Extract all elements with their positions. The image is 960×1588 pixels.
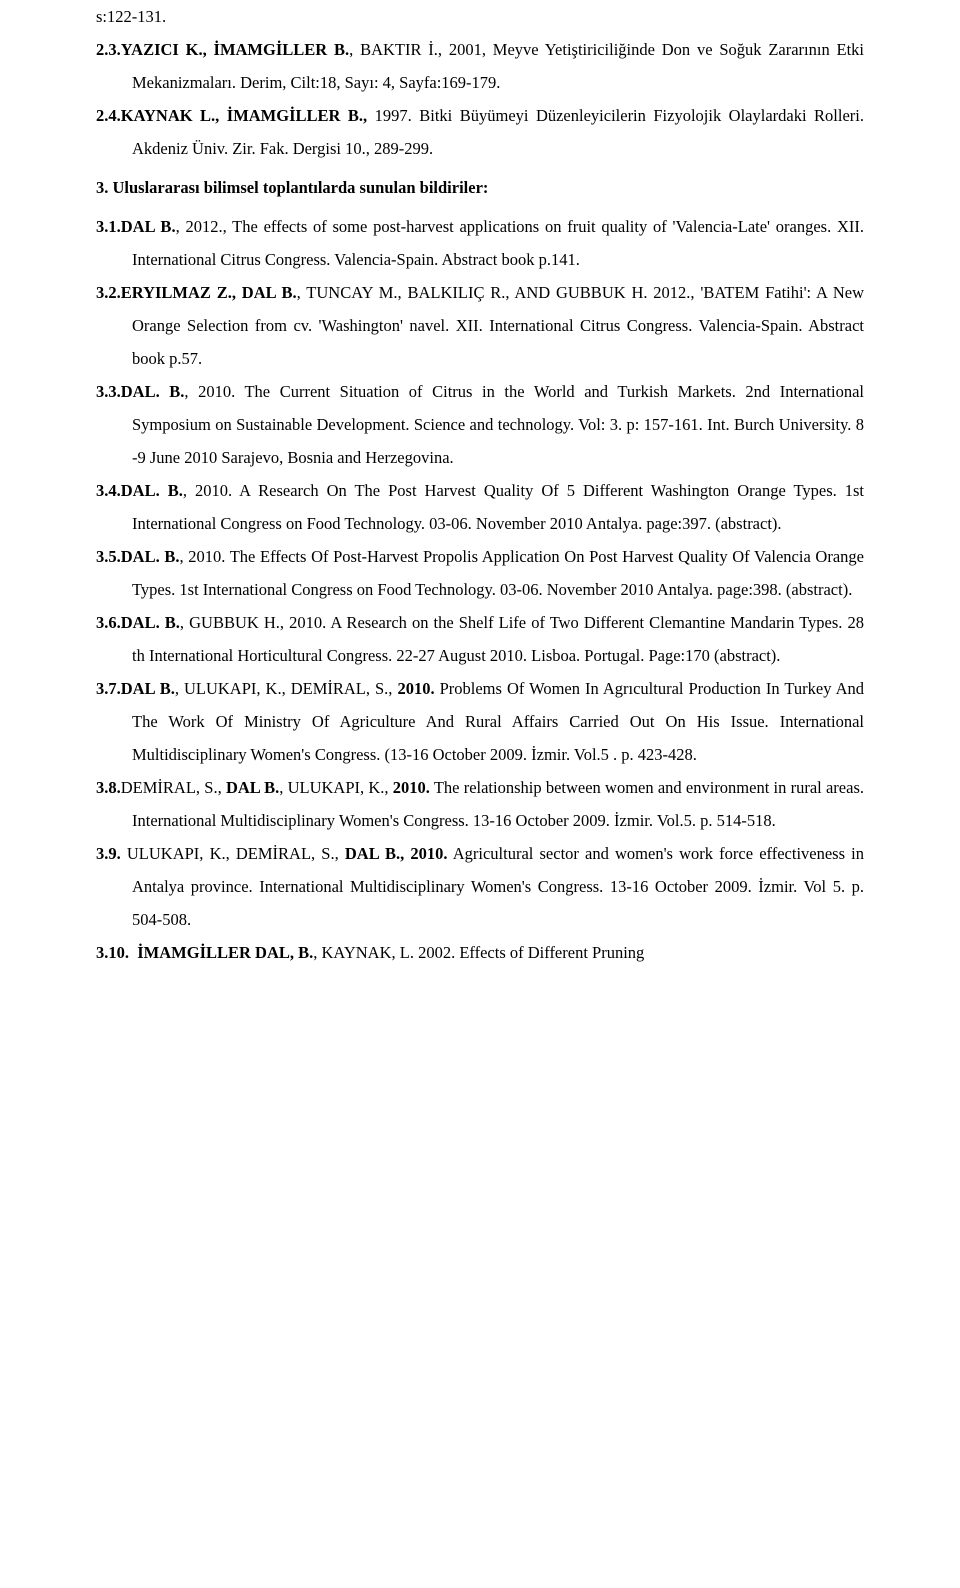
reference-entry: 3.6.DAL. B., GUBBUK H., 2010. A Research…	[96, 606, 864, 672]
ref-text: , 2012., The effects of some post-harves…	[132, 217, 864, 269]
ref-authors: KAYNAK L., İMAMGİLLER B.,	[121, 106, 367, 125]
reference-entry: 3.2.ERYILMAZ Z., DAL B., TUNCAY M., BALK…	[96, 276, 864, 375]
reference-entry: 3.5.DAL. B., 2010. The Effects Of Post-H…	[96, 540, 864, 606]
ref-authors: DAL B.	[226, 778, 279, 797]
ref-number: 3.5.	[96, 547, 121, 566]
reference-entry: 3.1.DAL B., 2012., The effects of some p…	[96, 210, 864, 276]
ref-text: , ULUKAPI, K., DEMİRAL, S.,	[175, 679, 398, 698]
ref-authors: DAL. B.	[121, 481, 183, 500]
reference-entry: 3.9. ULUKAPI, K., DEMİRAL, S., DAL B., 2…	[96, 837, 864, 936]
ref-number: 3.10.	[96, 943, 129, 962]
ref-text: , ULUKAPI, K.,	[279, 778, 393, 797]
reference-entry: s:122-131.	[96, 0, 864, 33]
ref-number: 3.4.	[96, 481, 121, 500]
reference-entry: 2.4.KAYNAK L., İMAMGİLLER B., 1997. Bitk…	[96, 99, 864, 165]
ref-text: s:122-131.	[96, 7, 166, 26]
ref-year: 2010.	[397, 679, 434, 698]
ref-number: 3.3.	[96, 382, 121, 401]
ref-number: 2.4.	[96, 106, 121, 125]
ref-text: , KAYNAK, L. 2002. Effects of Different …	[313, 943, 644, 962]
ref-text: , 2010. A Research On The Post Harvest Q…	[132, 481, 864, 533]
reference-entry: 3.3.DAL. B., 2010. The Current Situation…	[96, 375, 864, 474]
ref-text: ULUKAPI, K., DEMİRAL, S.,	[121, 844, 345, 863]
reference-entry: 3.4.DAL. B., 2010. A Research On The Pos…	[96, 474, 864, 540]
document-page: s:122-131. 2.3.YAZICI K., İMAMGİLLER B.,…	[0, 0, 960, 1017]
ref-text: , 2010. The Current Situation of Citrus …	[132, 382, 864, 467]
ref-number: 3.9.	[96, 844, 121, 863]
ref-number: 3.8.	[96, 778, 121, 797]
ref-text: DEMİRAL, S.,	[121, 778, 226, 797]
ref-text: , 2010. The Effects Of Post-Harvest Prop…	[132, 547, 864, 599]
ref-authors: YAZICI K., İMAMGİLLER B.	[121, 40, 349, 59]
ref-year: 2010.	[393, 778, 430, 797]
ref-number: 3.6.	[96, 613, 121, 632]
reference-entry: 3.8.DEMİRAL, S., DAL B., ULUKAPI, K., 20…	[96, 771, 864, 837]
ref-authors: ERYILMAZ Z., DAL B.	[121, 283, 297, 302]
ref-authors: DAL B., 2010.	[345, 844, 448, 863]
ref-authors: İMAMGİLLER DAL, B.	[137, 943, 313, 962]
reference-entry: 3.7.DAL B., ULUKAPI, K., DEMİRAL, S., 20…	[96, 672, 864, 771]
ref-authors: DAL. B.	[121, 547, 180, 566]
ref-number: 3.2.	[96, 283, 121, 302]
ref-number: 3.1.	[96, 217, 121, 236]
ref-number: 3.7.	[96, 679, 121, 698]
ref-authors: DAL. B.	[121, 613, 180, 632]
section-heading: 3. Uluslararası bilimsel toplantılarda s…	[96, 171, 864, 204]
ref-authors: DAL B.	[121, 217, 176, 236]
ref-text: , GUBBUK H., 2010. A Research on the She…	[132, 613, 864, 665]
reference-entry: 2.3.YAZICI K., İMAMGİLLER B., BAKTIR İ.,…	[96, 33, 864, 99]
ref-authors: DAL B.	[121, 679, 175, 698]
ref-authors: DAL. B.	[121, 382, 185, 401]
reference-entry: 3.10. İMAMGİLLER DAL, B., KAYNAK, L. 200…	[96, 936, 864, 969]
ref-number: 2.3.	[96, 40, 121, 59]
